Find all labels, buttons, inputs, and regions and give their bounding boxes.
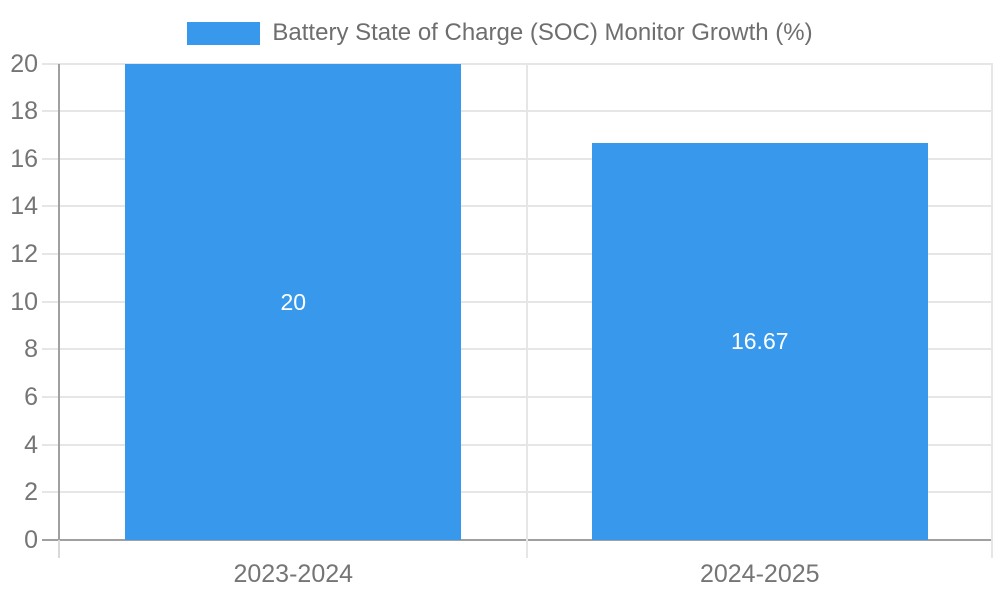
y-axis-tick-label: 12 bbox=[10, 240, 38, 269]
category-boundary-gridline bbox=[525, 63, 528, 558]
bar-2024-2025 bbox=[591, 142, 928, 540]
y-axis-tick-label: 10 bbox=[10, 287, 38, 316]
y-axis-line bbox=[58, 63, 60, 540]
y-axis-tick-label: 6 bbox=[24, 383, 38, 412]
y-axis-tick-label: 16 bbox=[10, 144, 38, 173]
bar-value-label: 20 bbox=[280, 288, 307, 315]
y-axis-tick-label: 0 bbox=[24, 526, 38, 554]
y-gridline bbox=[42, 443, 993, 446]
y-axis-tick-label: 4 bbox=[24, 430, 38, 459]
y-axis-tick-label: 14 bbox=[10, 192, 38, 221]
y-gridline bbox=[42, 62, 993, 65]
bar-2023-2024 bbox=[125, 63, 462, 540]
y-axis-tick-label: 2 bbox=[24, 478, 38, 507]
x-axis-category-label: 2023-2024 bbox=[233, 560, 354, 588]
y-axis-bottom-tick bbox=[58, 540, 60, 558]
x-axis-baseline bbox=[42, 539, 993, 541]
legend-series-label: Battery State of Charge (SOC) Monitor Gr… bbox=[272, 19, 813, 46]
y-gridline bbox=[42, 491, 993, 494]
y-gridline bbox=[42, 157, 993, 160]
y-gridline bbox=[42, 348, 993, 351]
bar-value-label: 16.67 bbox=[730, 328, 789, 355]
y-gridline bbox=[42, 205, 993, 208]
legend-swatch-icon bbox=[187, 21, 261, 45]
x-axis-category-label: 2024-2025 bbox=[699, 560, 820, 588]
y-axis-tick-label: 20 bbox=[10, 49, 38, 78]
y-gridline bbox=[42, 300, 993, 303]
y-gridline bbox=[42, 396, 993, 399]
category-boundary-gridline bbox=[991, 63, 993, 558]
chart-legend: Battery State of Charge (SOC) Monitor Gr… bbox=[0, 14, 1000, 52]
y-gridline bbox=[42, 110, 993, 113]
y-axis-tick-label: 8 bbox=[24, 335, 38, 364]
y-gridline bbox=[42, 253, 993, 256]
y-axis-tick-label: 18 bbox=[10, 97, 38, 126]
